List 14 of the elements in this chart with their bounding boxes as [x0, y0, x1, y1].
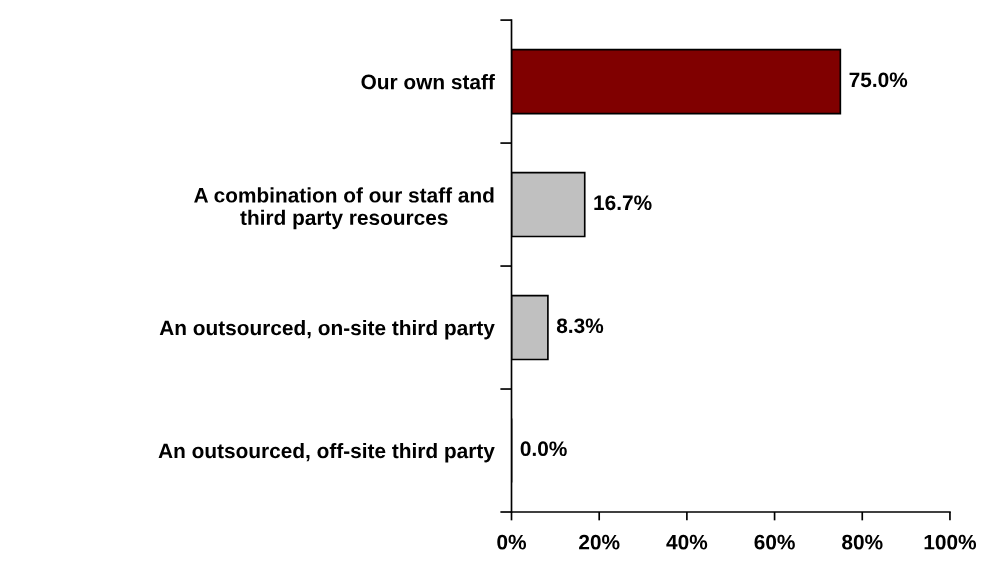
- data-label: 75.0%: [849, 72, 908, 88]
- x-tick-label: 80%: [842, 534, 883, 550]
- data-label: 0.0%: [520, 441, 567, 457]
- y-tick-label: An outsourced, on-site third party: [159, 319, 495, 340]
- data-label: 16.7%: [594, 195, 652, 211]
- data-label: 8.3%: [556, 318, 604, 334]
- x-tick-label: 60%: [754, 534, 795, 550]
- x-tick-label: 0%: [497, 534, 527, 550]
- x-tick-label: 40%: [666, 534, 708, 550]
- y-tick-label: An outsourced, off-site third party: [158, 442, 495, 463]
- y-tick-label: A combination of our staff and third party resources: [194, 187, 494, 230]
- x-tick-label: 100%: [924, 534, 977, 550]
- x-tick-label: 20%: [579, 534, 620, 550]
- y-tick-label: Our own staff: [361, 74, 495, 90]
